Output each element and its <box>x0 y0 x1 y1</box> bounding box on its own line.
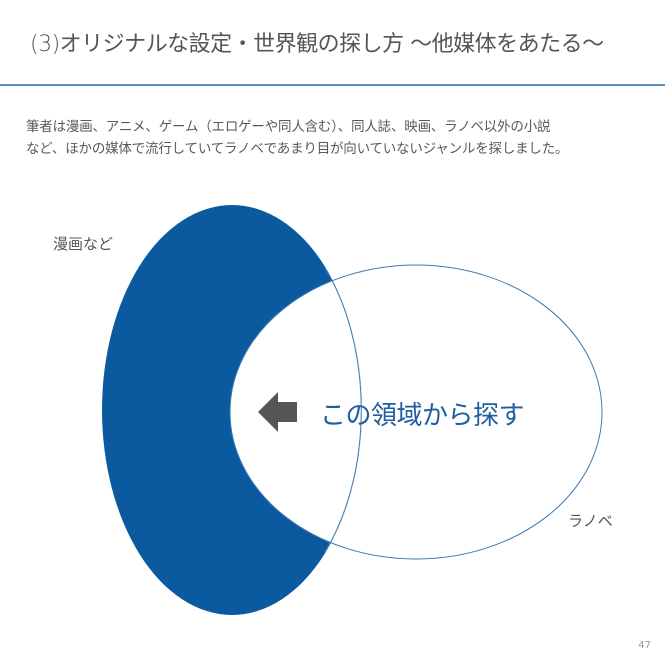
set-left-label: 漫画など <box>53 235 114 253</box>
body-text: 筆者は漫画、アニメ、ゲーム（エロゲーや同人含む）、同人誌、映画、ラノベ以外の小説… <box>26 116 651 160</box>
set-left-inner-arc <box>324 267 362 553</box>
set-right-label: ラノベ <box>568 512 613 530</box>
body-line-1: 筆者は漫画、アニメ、ゲーム（エロゲーや同人含む）、同人誌、映画、ラノベ以外の小説 <box>26 119 551 135</box>
slide-title: (3)オリジナルな設定・世界観の探し方 〜他媒体をあたる〜 <box>30 32 604 57</box>
callout-text: この領域から探す <box>320 401 525 431</box>
left-arrow-icon <box>258 392 297 432</box>
set-right-ellipse <box>229 264 603 560</box>
page-number: 47 <box>638 640 651 651</box>
intersection-region <box>230 265 362 559</box>
title-rule <box>0 84 665 86</box>
body-line-2: など、ほかの媒体で流行していてラノベであまり目が向いていないジャンルを探しました… <box>26 141 569 157</box>
